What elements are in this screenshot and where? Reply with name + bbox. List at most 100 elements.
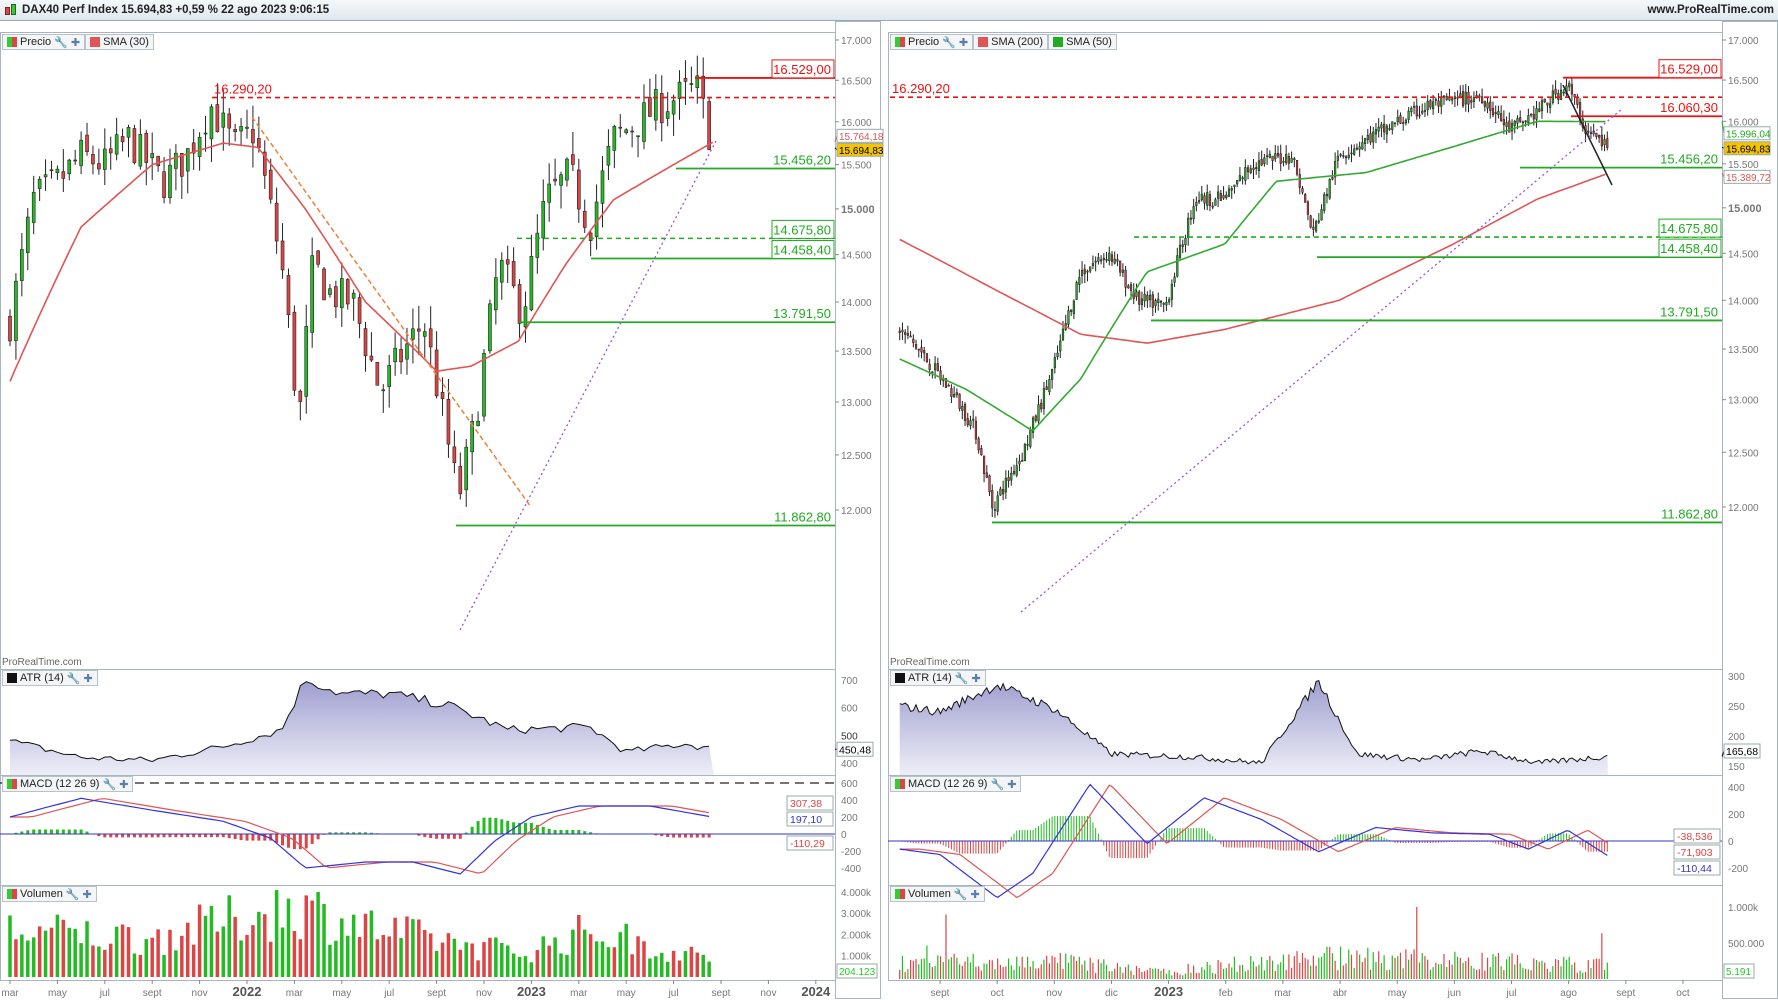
plus-icon[interactable]: ✚ bbox=[83, 672, 93, 685]
macd-histogram-bar bbox=[1122, 841, 1124, 859]
candle-body bbox=[1423, 110, 1427, 112]
candle-body bbox=[541, 201, 546, 239]
macd-histogram-bar bbox=[1149, 841, 1151, 854]
candle-body bbox=[1004, 477, 1007, 493]
candle-body bbox=[1445, 95, 1448, 100]
price-tick-label: 13.500 bbox=[841, 347, 872, 358]
volume-bar bbox=[1307, 959, 1309, 979]
volume-bar bbox=[37, 926, 42, 977]
volume-bar bbox=[1484, 970, 1486, 979]
wrench-icon[interactable]: 🔧 bbox=[953, 888, 968, 901]
candle-body bbox=[1377, 126, 1380, 132]
volume-bar bbox=[1495, 956, 1497, 979]
level-label-box bbox=[1658, 238, 1722, 258]
macd-histogram-bar bbox=[245, 834, 249, 841]
volume-bar bbox=[1470, 965, 1472, 979]
macd-value: 307,38 bbox=[790, 798, 822, 810]
volume-bar bbox=[1476, 969, 1478, 979]
wrench-icon[interactable]: 🔧 bbox=[65, 888, 80, 901]
volume-bar bbox=[1154, 968, 1157, 979]
wrench-icon[interactable]: 🔧 bbox=[942, 36, 956, 49]
candle-body bbox=[654, 89, 658, 121]
legend-atr[interactable]: ATR (14) 🔧 ✚ bbox=[2, 670, 98, 686]
volume-bar bbox=[363, 913, 368, 977]
macd-histogram-bar bbox=[162, 834, 166, 838]
macd-histogram-bar bbox=[1348, 834, 1350, 842]
x-axis-label: feb bbox=[1219, 988, 1233, 999]
panel-frame bbox=[888, 32, 1723, 670]
macd-histogram-bar bbox=[1048, 818, 1050, 842]
legend-sma50[interactable]: SMA (50) bbox=[1048, 34, 1117, 50]
volume-bar bbox=[73, 928, 77, 977]
macd-histogram-bar bbox=[1250, 841, 1252, 848]
candle-body bbox=[1208, 194, 1212, 206]
candle-body bbox=[1236, 180, 1239, 185]
level-label: 16.060,30 bbox=[1660, 100, 1718, 115]
level-label: 13.791,50 bbox=[773, 306, 831, 321]
volume-bar bbox=[967, 956, 969, 979]
volume-bar bbox=[340, 918, 344, 977]
macd-histogram-bar bbox=[1067, 816, 1069, 842]
volume-bar bbox=[1168, 970, 1170, 979]
candle-body bbox=[1252, 167, 1255, 171]
macd-histogram-bar bbox=[1212, 836, 1214, 842]
candle-body bbox=[1138, 291, 1141, 305]
macd-histogram-bar bbox=[358, 832, 362, 835]
candle-body bbox=[1453, 96, 1456, 99]
wrench-icon[interactable]: 🔧 bbox=[54, 36, 68, 49]
candle-body bbox=[523, 306, 528, 328]
volume-bar bbox=[1165, 973, 1168, 979]
macd-histogram-bar bbox=[1174, 828, 1176, 842]
volume-bar bbox=[411, 919, 415, 977]
candle-body bbox=[1200, 193, 1203, 201]
candle-body bbox=[917, 348, 920, 351]
volume-bar bbox=[1124, 967, 1127, 979]
macd-histogram-bar bbox=[589, 832, 593, 835]
legend-price[interactable]: Precio 🔧 ✚ bbox=[2, 34, 86, 50]
plus-icon[interactable]: ✚ bbox=[970, 888, 980, 901]
price-tag-box bbox=[836, 142, 884, 157]
wrench-icon[interactable]: 🔧 bbox=[954, 672, 969, 685]
volume-bar bbox=[1388, 969, 1391, 979]
legend-price[interactable]: Precio 🔧 ✚ bbox=[890, 34, 974, 50]
price-tick-label: 17.000 bbox=[1728, 36, 1759, 47]
plus-icon[interactable]: ✚ bbox=[70, 36, 81, 49]
legend-macd[interactable]: MACD (12 26 9) 🔧 ✚ bbox=[2, 776, 134, 792]
wrench-icon[interactable]: 🔧 bbox=[990, 778, 1005, 791]
plus-icon[interactable]: ✚ bbox=[971, 672, 981, 685]
plus-icon[interactable]: ✚ bbox=[958, 36, 969, 49]
candle-body bbox=[914, 344, 918, 349]
macd-histogram-bar bbox=[423, 834, 427, 837]
candle-body bbox=[659, 93, 664, 124]
volume-bar bbox=[85, 921, 89, 977]
candle-body bbox=[203, 132, 208, 135]
legend-macd[interactable]: MACD (12 26 9) 🔧 ✚ bbox=[890, 776, 1022, 792]
candle-body bbox=[1230, 188, 1233, 191]
x-axis-label: nov bbox=[760, 988, 776, 999]
plus-icon[interactable]: ✚ bbox=[119, 778, 129, 791]
volume-bar bbox=[1304, 957, 1306, 979]
legend-volume[interactable]: Volumen 🔧 ✚ bbox=[890, 886, 985, 902]
candle-body bbox=[1268, 153, 1271, 158]
x-axis-label: may bbox=[1388, 988, 1407, 999]
legend-volume[interactable]: Volumen 🔧 ✚ bbox=[2, 886, 97, 902]
candle-body bbox=[636, 135, 640, 138]
plus-icon[interactable]: ✚ bbox=[1007, 778, 1017, 791]
volume-bar bbox=[1563, 956, 1565, 979]
wrench-icon[interactable]: 🔧 bbox=[66, 672, 81, 685]
macd-histogram-bar bbox=[488, 817, 492, 835]
macd-histogram-bar bbox=[32, 829, 36, 835]
legend-sma200[interactable]: SMA (200) bbox=[973, 34, 1049, 50]
volume-bar bbox=[434, 950, 439, 977]
wrench-icon[interactable]: 🔧 bbox=[102, 778, 117, 791]
candle-body bbox=[1543, 98, 1546, 103]
candle-body bbox=[440, 392, 445, 399]
macd-histogram-bar bbox=[1138, 841, 1140, 859]
volume-bar bbox=[286, 898, 291, 977]
legend-sma30[interactable]: SMA (30) bbox=[85, 34, 154, 50]
plus-icon[interactable]: ✚ bbox=[82, 888, 92, 901]
site-link[interactable]: www.ProRealTime.com bbox=[1647, 4, 1774, 16]
candle-body bbox=[1116, 259, 1119, 262]
legend-atr[interactable]: ATR (14) 🔧 ✚ bbox=[890, 670, 986, 686]
